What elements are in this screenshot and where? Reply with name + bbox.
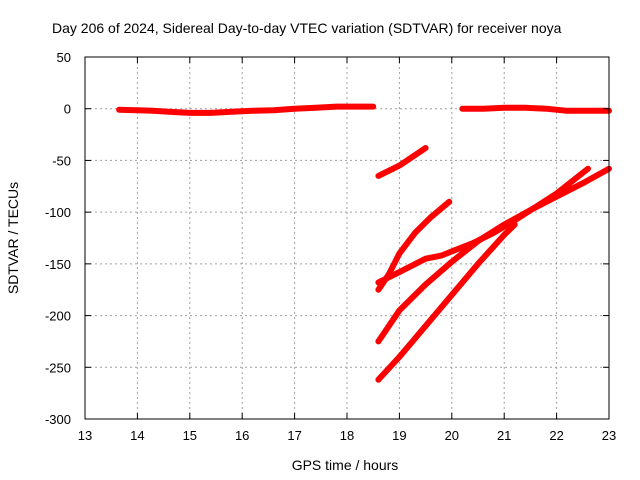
grid: [85, 57, 609, 419]
x-tick-label: 19: [392, 428, 406, 443]
y-tick-label: -250: [45, 360, 71, 375]
y-tick-label: 0: [64, 102, 71, 117]
series-arc-1: [116, 103, 377, 116]
x-tick-label: 17: [287, 428, 301, 443]
x-tick-label: 22: [549, 428, 563, 443]
series-layer: [116, 103, 612, 383]
x-tick-label: 20: [445, 428, 459, 443]
chart-title: Day 206 of 2024, Sidereal Day-to-day VTE…: [52, 20, 562, 36]
series-arc-2: [459, 104, 612, 114]
ticks: 13 14 15 16 17 18 19 20 21 22 23 50 0 -50 -100 -150 -200…: [45, 50, 616, 443]
y-tick-label: -100: [45, 205, 71, 220]
series-arc-6: [375, 165, 612, 345]
x-tick-label: 15: [183, 428, 197, 443]
x-tick-label: 14: [130, 428, 144, 443]
y-tick-label: -50: [52, 153, 71, 168]
y-tick-label: -300: [45, 412, 71, 427]
x-tick-label: 18: [340, 428, 354, 443]
series-arc-7: [375, 221, 518, 383]
x-tick-label: 13: [78, 428, 92, 443]
y-tick-label: -150: [45, 257, 71, 272]
y-axis-label: SDTVAR / TECUs: [5, 182, 21, 294]
x-tick-label: 21: [497, 428, 511, 443]
x-tick-label: 23: [602, 428, 616, 443]
x-axis-label: GPS time / hours: [292, 457, 399, 473]
series-arc-3: [375, 145, 429, 179]
y-tick-label: 50: [57, 50, 71, 65]
y-tick-label: -200: [45, 309, 71, 324]
series-arc-5: [375, 165, 591, 286]
x-tick-label: 16: [235, 428, 249, 443]
